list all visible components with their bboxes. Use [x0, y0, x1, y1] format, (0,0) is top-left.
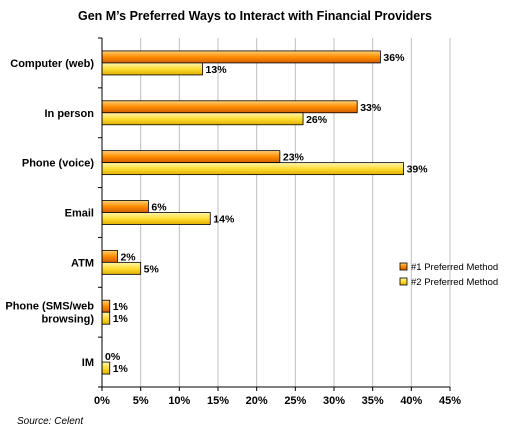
data-label: 36% [383, 52, 405, 64]
bar-first-preferred [101, 50, 381, 64]
legend-swatch [399, 262, 408, 271]
source-note: Source: Celent [17, 416, 84, 427]
x-tick-label: 5% [133, 395, 149, 407]
x-tick-label: 10% [168, 395, 190, 407]
data-label: 33% [360, 102, 382, 114]
bar-second-preferred [101, 212, 211, 225]
bar-first-preferred [101, 249, 118, 263]
data-label: 5% [144, 263, 160, 275]
bar-first-preferred [101, 150, 281, 164]
data-label: 6% [151, 202, 167, 214]
data-label: 1% [113, 313, 129, 325]
x-tick-label: 30% [323, 395, 345, 407]
category-label: Phone (voice) [22, 158, 94, 170]
category-label: In person [44, 108, 94, 120]
chart-title: Gen M’s Preferred Ways to Interact with … [77, 9, 433, 23]
data-label: 2% [120, 251, 136, 263]
data-label: 1% [113, 363, 129, 375]
data-label: 0% [105, 351, 121, 363]
bar-second-preferred [101, 162, 405, 176]
bar-second-preferred [101, 261, 142, 275]
data-label: 13% [206, 64, 228, 76]
bar-first-preferred [101, 200, 149, 213]
data-label: 26% [306, 114, 328, 126]
data-label: 23% [283, 152, 305, 164]
bar-first-preferred [101, 299, 111, 313]
bar-second-preferred [101, 112, 304, 126]
bars: 36%13%33%26%23%39%6%14%2%5%1%1%0%1% [101, 50, 429, 375]
category-label: ATM [71, 257, 94, 269]
category-label: Computer (web) [10, 58, 94, 70]
data-label: 39% [407, 164, 429, 176]
data-label: 14% [213, 214, 235, 226]
x-tick-label: 0% [94, 395, 110, 407]
x-tick-label: 40% [400, 395, 422, 407]
legend-label: #1 Preferred Method [411, 262, 498, 273]
bar-first-preferred [101, 100, 358, 114]
bar-second-preferred [101, 62, 203, 76]
x-tick-label: 25% [284, 395, 306, 407]
x-tick-label: 20% [246, 395, 268, 407]
legend: #1 Preferred Method #2 Preferred Method [399, 262, 498, 288]
bar-second-preferred [101, 361, 111, 375]
axes: 0% 5% 10% 15% 20% 25% 30% 35% 40% 45% Computer (we… [5, 37, 461, 407]
category-label: IM [82, 357, 94, 369]
x-tick-label: 15% [207, 395, 229, 407]
data-label: 1% [113, 301, 129, 313]
category-label: Phone (SMS/web browsing) [5, 301, 94, 326]
legend-label: #2 Preferred Method [411, 277, 498, 288]
bar-second-preferred [101, 311, 111, 325]
x-tick-label: 45% [439, 395, 461, 407]
x-tick-label: 35% [362, 395, 384, 407]
legend-swatch [399, 277, 408, 286]
category-label: Email [65, 208, 94, 220]
